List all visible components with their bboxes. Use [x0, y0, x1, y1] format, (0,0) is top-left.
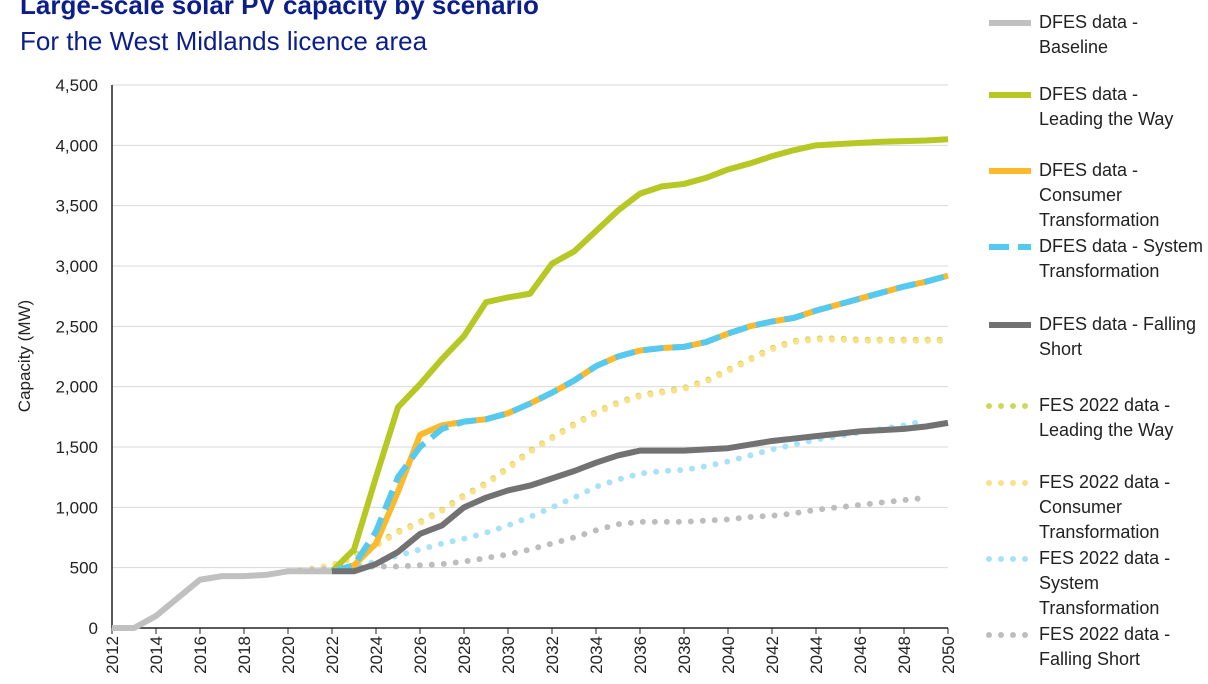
- x-tick-label: 2018: [235, 636, 254, 674]
- line: [332, 419, 949, 575]
- legend-label: DFES data - Leading the Way: [1039, 84, 1174, 129]
- legend-swatch: [989, 168, 1031, 174]
- legend-label: DFES data - Consumer Transformation: [1039, 160, 1160, 230]
- y-tick-label: 0: [89, 619, 98, 638]
- legend-swatch: [989, 244, 1031, 250]
- line: [329, 136, 949, 574]
- legend-label: DFES data - System Transformation: [1039, 236, 1204, 281]
- x-tick-label: 2022: [323, 636, 342, 674]
- x-tick-label: 2016: [191, 636, 210, 674]
- legend-swatch: [989, 92, 1031, 98]
- y-tick-label: 3,500: [55, 197, 98, 216]
- x-tick-label: 2040: [719, 636, 738, 674]
- y-axis-label: Capacity (MW): [15, 300, 34, 412]
- y-tick-label: 500: [70, 559, 98, 578]
- y-tick-label: 3,000: [55, 257, 98, 276]
- y-tick-label: 1,500: [55, 438, 98, 457]
- legend-label: DFES data - Falling Short: [1039, 314, 1197, 359]
- line: [285, 336, 951, 575]
- legend-label: FES 2022 data - Leading the Way: [1039, 395, 1174, 440]
- y-tick-label: 4,500: [55, 76, 98, 95]
- legend-swatch: [986, 632, 1034, 638]
- line: [331, 272, 949, 575]
- x-tick-label: 2026: [411, 636, 430, 674]
- chart-subtitle: For the West Midlands licence area: [20, 26, 428, 56]
- x-tick-label: 2028: [455, 636, 474, 674]
- line: [331, 272, 949, 575]
- x-tick-label: 2030: [499, 636, 518, 674]
- legend-label: FES 2022 data - Falling Short: [1039, 624, 1171, 669]
- x-tick-label: 2034: [587, 636, 606, 674]
- legend-swatch: [986, 403, 1034, 409]
- y-tick-label: 1,000: [55, 498, 98, 517]
- chart-title: Large-scale solar PV capacity by scenari…: [20, 0, 539, 20]
- legend-swatch: [989, 20, 1031, 26]
- legend-swatch: [986, 556, 1034, 562]
- chart: Large-scale solar PV capacity by scenari…: [15, 0, 958, 674]
- x-tick-label: 2012: [103, 636, 122, 674]
- x-tick-label: 2050: [939, 636, 958, 674]
- x-tick-label: 2020: [279, 636, 298, 674]
- x-tick-label: 2046: [851, 636, 870, 674]
- x-tick-label: 2048: [895, 636, 914, 674]
- x-tick-label: 2024: [367, 636, 386, 674]
- y-tick-label: 2,000: [55, 378, 98, 397]
- y-tick-label: 4,000: [55, 136, 98, 155]
- x-tick-label: 2038: [675, 636, 694, 674]
- x-tick-label: 2044: [807, 636, 826, 674]
- x-tick-label: 2042: [763, 636, 782, 674]
- line: [112, 568, 332, 631]
- x-tick-label: 2014: [147, 636, 166, 674]
- legend-label: DFES data - Baseline: [1039, 12, 1139, 57]
- x-tick-label: 2032: [543, 636, 562, 674]
- legend-label: FES 2022 data - System Transformation: [1039, 548, 1171, 618]
- legend-swatch: [986, 480, 1034, 486]
- legend-swatch: [989, 322, 1031, 328]
- x-tick-label: 2036: [631, 636, 650, 674]
- y-tick-label: 2,500: [55, 317, 98, 336]
- legend-label: FES 2022 data - Consumer Transformation: [1039, 472, 1171, 542]
- line: [285, 494, 929, 575]
